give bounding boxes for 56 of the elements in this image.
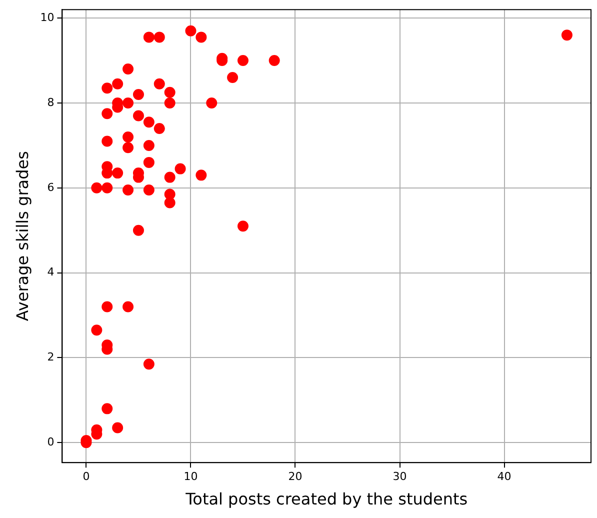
point bbox=[143, 32, 154, 43]
point bbox=[206, 98, 218, 108]
point bbox=[237, 55, 248, 66]
point bbox=[122, 142, 134, 154]
y-tick-label: 6 bbox=[47, 180, 54, 194]
point bbox=[102, 108, 113, 120]
point bbox=[164, 98, 176, 108]
x-tick-label: 10 bbox=[184, 470, 198, 484]
point bbox=[143, 156, 154, 168]
point bbox=[154, 78, 165, 90]
point bbox=[143, 140, 154, 151]
point bbox=[102, 82, 113, 94]
point bbox=[122, 184, 134, 196]
point bbox=[164, 172, 176, 183]
point bbox=[112, 168, 124, 179]
y-tick-label: 8 bbox=[47, 96, 54, 109]
point bbox=[102, 182, 113, 194]
point bbox=[268, 55, 280, 66]
point bbox=[227, 72, 238, 84]
point bbox=[185, 25, 196, 36]
x-tick-label: 20 bbox=[288, 470, 302, 484]
point bbox=[91, 182, 102, 194]
point bbox=[102, 136, 113, 147]
point bbox=[143, 116, 154, 128]
y-tick-label: 4 bbox=[47, 266, 54, 279]
point bbox=[237, 220, 248, 232]
point bbox=[112, 422, 124, 434]
x-axis-title: Total posts created by the students bbox=[184, 490, 468, 509]
point bbox=[102, 301, 113, 312]
point bbox=[122, 131, 134, 142]
point bbox=[122, 64, 134, 75]
point bbox=[132, 224, 144, 236]
point bbox=[561, 30, 572, 41]
point bbox=[143, 184, 154, 196]
y-tick-label: 0 bbox=[47, 436, 54, 449]
point bbox=[112, 78, 124, 90]
x-tick-label: 40 bbox=[497, 470, 512, 484]
point bbox=[164, 86, 176, 98]
point bbox=[132, 110, 144, 122]
point bbox=[196, 32, 207, 43]
point bbox=[122, 301, 134, 312]
point bbox=[154, 122, 165, 134]
point bbox=[122, 98, 134, 108]
point bbox=[196, 170, 207, 181]
point bbox=[132, 89, 144, 100]
x-tick-label: 0 bbox=[82, 470, 90, 484]
point bbox=[143, 358, 154, 370]
point bbox=[154, 32, 165, 43]
point bbox=[164, 188, 176, 200]
point bbox=[174, 163, 186, 174]
point bbox=[102, 403, 113, 414]
point bbox=[91, 324, 102, 336]
y-tick-label: 2 bbox=[47, 350, 54, 364]
y-axis-title: Average skills grades bbox=[12, 151, 32, 322]
x-tick-label: 30 bbox=[392, 470, 407, 484]
y-tick-label: 10 bbox=[40, 10, 54, 24]
